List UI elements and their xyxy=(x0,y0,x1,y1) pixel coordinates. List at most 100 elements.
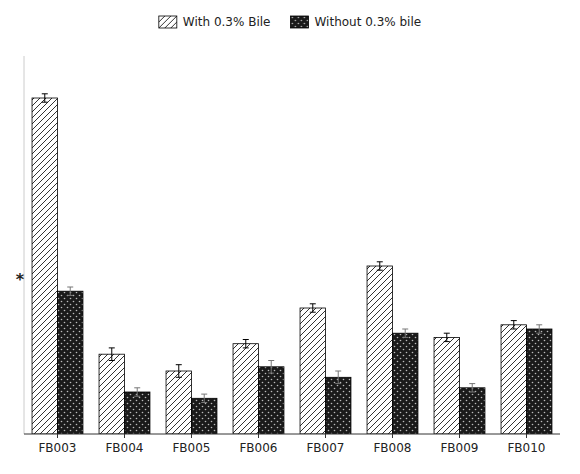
error-line xyxy=(312,304,313,312)
error-bar xyxy=(42,94,48,102)
error-cap xyxy=(268,373,274,374)
x-tick-label: FB007 xyxy=(306,441,344,455)
x-tick-label: FB005 xyxy=(172,441,210,455)
x-tick xyxy=(191,434,192,438)
error-cap xyxy=(176,364,182,365)
x-tick-label: FB009 xyxy=(440,441,478,455)
error-cap xyxy=(536,324,542,325)
bars-group xyxy=(32,94,552,434)
error-cap xyxy=(536,333,542,334)
error-cap xyxy=(109,347,115,348)
error-cap xyxy=(310,312,316,313)
error-line xyxy=(111,348,112,361)
error-cap xyxy=(42,93,48,94)
error-line xyxy=(446,333,447,341)
bar xyxy=(300,308,325,434)
x-tick xyxy=(258,434,259,438)
error-bar xyxy=(469,384,475,392)
error-line xyxy=(539,325,540,333)
error-cap xyxy=(444,333,450,334)
error-cap xyxy=(310,303,316,304)
x-tick-label: FB006 xyxy=(239,441,277,455)
error-cap xyxy=(511,329,517,330)
x-tick-label: FB004 xyxy=(105,441,143,455)
legend-item: With 0.3% Bile xyxy=(159,15,271,29)
error-cap xyxy=(469,392,475,393)
error-cap xyxy=(402,337,408,338)
x-tick xyxy=(392,434,393,438)
bar xyxy=(460,388,485,434)
error-bar xyxy=(335,371,341,384)
bar xyxy=(233,344,258,434)
x-tick xyxy=(459,434,460,438)
error-bar xyxy=(243,340,249,348)
error-cap xyxy=(201,394,207,395)
error-bar xyxy=(377,262,383,270)
error-cap xyxy=(134,396,140,397)
error-cap xyxy=(67,295,73,296)
bar xyxy=(259,367,284,434)
error-bar xyxy=(201,394,207,402)
error-cap xyxy=(243,347,249,348)
error-cap xyxy=(109,360,115,361)
error-cap xyxy=(42,102,48,103)
bar xyxy=(166,371,191,434)
bar xyxy=(99,354,124,434)
x-tick xyxy=(325,434,326,438)
error-cap xyxy=(176,377,182,378)
error-bar xyxy=(176,365,182,378)
error-line xyxy=(204,394,205,402)
error-bar xyxy=(310,304,316,312)
x-tick-label: FB010 xyxy=(507,441,545,455)
bar xyxy=(527,329,552,434)
error-bar xyxy=(268,361,274,374)
error-bar xyxy=(444,333,450,341)
legend-label: With 0.3% Bile xyxy=(183,15,271,29)
error-cap xyxy=(469,383,475,384)
bar xyxy=(192,398,217,434)
legend-swatch xyxy=(159,16,177,28)
bar xyxy=(393,333,418,434)
error-cap xyxy=(268,360,274,361)
error-line xyxy=(178,365,179,378)
error-line xyxy=(245,340,246,348)
x-tick-label: FB008 xyxy=(373,441,411,455)
error-bar xyxy=(134,388,140,396)
error-cap xyxy=(134,387,140,388)
error-cap xyxy=(67,287,73,288)
x-tick-label: FB003 xyxy=(38,441,76,455)
bar xyxy=(326,377,351,434)
error-line xyxy=(271,361,272,374)
bar xyxy=(501,325,526,434)
x-tick xyxy=(57,434,58,438)
error-bar xyxy=(536,325,542,333)
error-bar xyxy=(67,287,73,295)
error-line xyxy=(405,329,406,337)
annotation: * xyxy=(16,270,25,289)
y-axis-line xyxy=(24,56,25,434)
x-axis-line xyxy=(24,434,560,435)
error-line xyxy=(338,371,339,384)
error-cap xyxy=(444,341,450,342)
error-cap xyxy=(402,329,408,330)
error-bar xyxy=(402,329,408,337)
error-line xyxy=(137,388,138,396)
x-tick xyxy=(526,434,527,438)
bar xyxy=(58,291,83,434)
error-cap xyxy=(511,320,517,321)
error-cap xyxy=(377,270,383,271)
bar xyxy=(434,337,459,434)
error-cap xyxy=(335,383,341,384)
error-cap xyxy=(377,261,383,262)
error-line xyxy=(513,321,514,329)
legend-item: Without 0.3% bile xyxy=(290,15,421,29)
error-cap xyxy=(335,371,341,372)
legend-label: Without 0.3% bile xyxy=(314,15,421,29)
x-tick xyxy=(124,434,125,438)
legend: With 0.3% Bile Without 0.3% bile xyxy=(159,15,421,29)
error-bar xyxy=(109,348,115,361)
legend-swatch xyxy=(290,16,308,28)
chart-svg: FB003 FB004 FB005 FB006 FB007 FB008 FB009 FB010… xyxy=(0,0,580,474)
chart-container: FB003 FB004 FB005 FB006 FB007 FB008 FB009 FB010… xyxy=(0,0,580,474)
bar xyxy=(367,266,392,434)
